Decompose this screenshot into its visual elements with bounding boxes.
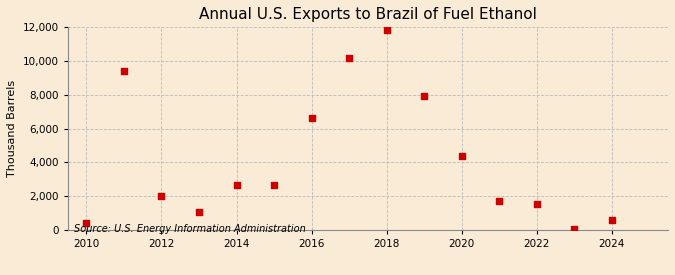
Point [344, 56, 354, 60]
Text: Source: U.S. Energy Information Administration: Source: U.S. Energy Information Administ… [74, 224, 305, 234]
Point [606, 218, 617, 222]
Point [119, 69, 130, 73]
Point [531, 202, 542, 207]
Title: Annual U.S. Exports to Brazil of Fuel Ethanol: Annual U.S. Exports to Brazil of Fuel Et… [199, 7, 537, 22]
Point [81, 221, 92, 225]
Point [156, 194, 167, 198]
Point [418, 94, 429, 99]
Point [306, 116, 317, 121]
Y-axis label: Thousand Barrels: Thousand Barrels [7, 80, 17, 177]
Point [456, 153, 467, 158]
Point [269, 183, 279, 187]
Point [494, 199, 505, 203]
Point [569, 227, 580, 231]
Point [231, 183, 242, 187]
Point [194, 210, 205, 214]
Point [381, 28, 392, 32]
